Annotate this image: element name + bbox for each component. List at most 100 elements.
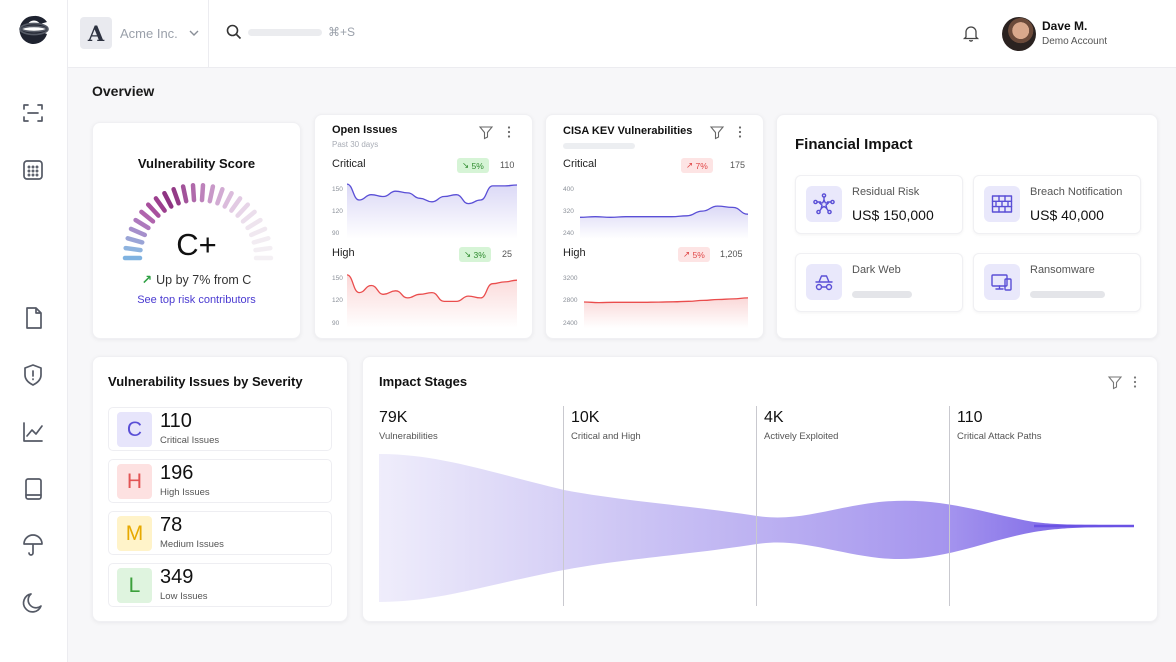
gauge-tick — [128, 226, 148, 238]
gauge-tick — [139, 209, 156, 224]
score-gauge — [122, 182, 274, 261]
filter-icon[interactable] — [478, 124, 494, 140]
severity-row-medium[interactable]: M 78 Medium Issues — [108, 511, 332, 555]
high-change-badge: ↗ 5% — [678, 247, 710, 262]
severity-letter: H — [117, 464, 152, 499]
avatar[interactable] — [1002, 17, 1036, 51]
bell-icon[interactable] — [962, 24, 980, 42]
sparkline-area — [580, 206, 748, 239]
gauge-tick — [153, 196, 167, 213]
gauge-tick — [190, 182, 197, 203]
severity-count: 196 — [160, 462, 194, 484]
high-row-label: High — [332, 247, 355, 259]
critical-count: 175 — [730, 160, 746, 170]
filter-icon[interactable] — [709, 124, 725, 140]
tile-label: Ransomware — [1030, 264, 1095, 276]
stage-divider — [756, 406, 757, 606]
severity-letter: M — [117, 516, 152, 551]
more-vertical-icon[interactable] — [732, 124, 748, 140]
tick-label: 150 — [332, 186, 343, 193]
severity-row-critical[interactable]: C 110 Critical Issues — [108, 407, 332, 451]
user-role: Demo Account — [1042, 36, 1108, 47]
ransomware-tile[interactable]: Ransomware — [973, 253, 1141, 312]
gauge-tick — [171, 186, 181, 206]
tile-label: Residual Risk — [852, 186, 920, 198]
umbrella-icon[interactable] — [20, 533, 46, 559]
brick-wall-icon — [984, 186, 1020, 222]
org-name: Acme Inc. — [120, 25, 178, 41]
stage-value: 110 — [957, 409, 983, 426]
high-count: 1,205 — [720, 249, 743, 259]
tick-label: 3200 — [563, 275, 578, 282]
top-risk-contributors-link[interactable]: See top risk contributors — [137, 294, 256, 306]
high-row-label: High — [563, 247, 586, 259]
trend-down-icon: ↘ — [464, 249, 474, 259]
tick-label: 400 — [563, 186, 574, 193]
stage-value: 4K — [764, 409, 784, 426]
tick-label: 120 — [332, 297, 343, 304]
search-box[interactable]: ⌘+S — [226, 24, 355, 40]
open-issues-title: Open Issues — [332, 124, 398, 136]
gauge-tick — [123, 245, 143, 253]
tile-value-placeholder — [1030, 291, 1105, 298]
sparkline-area — [347, 274, 517, 328]
severity-title: Vulnerability Issues by Severity — [108, 374, 303, 389]
cisa-kev-card: CISA KEV Vulnerabilities Critical ↗ 7% 1… — [545, 114, 764, 339]
stage-divider — [563, 406, 564, 606]
severity-label: Low Issues — [160, 591, 208, 602]
book-icon[interactable] — [20, 476, 46, 502]
stage-label: Vulnerabilities — [379, 431, 438, 442]
shield-alert-icon[interactable] — [20, 362, 46, 388]
filter-icon[interactable] — [1107, 374, 1123, 390]
line-chart-icon[interactable] — [20, 419, 46, 445]
severity-row-high[interactable]: H 196 High Issues — [108, 459, 332, 503]
stage-value: 79K — [379, 409, 408, 426]
severity-count: 110 — [160, 410, 192, 432]
severity-count: 349 — [160, 566, 194, 588]
gauge-tick — [248, 226, 268, 238]
score-title: Vulnerability Score — [137, 156, 256, 171]
severity-count: 78 — [160, 514, 183, 536]
breach-notification-tile[interactable]: Breach Notification US$ 40,000 — [973, 175, 1141, 234]
residual-risk-tile[interactable]: Residual Risk US$ 150,000 — [795, 175, 963, 234]
tick-label: 150 — [332, 275, 343, 282]
badge-value: 5% — [471, 160, 484, 171]
severity-row-low[interactable]: L 349 Low Issues — [108, 563, 332, 607]
user-name: Dave M. — [1042, 19, 1088, 33]
gauge-tick — [215, 186, 225, 206]
gauge-tick — [162, 190, 174, 209]
org-logo: A — [80, 17, 112, 49]
dark-mode-moon-icon[interactable] — [20, 590, 46, 616]
network-star-icon — [806, 186, 842, 222]
more-vertical-icon[interactable] — [501, 124, 517, 140]
org-switcher[interactable]: A Acme Inc. — [80, 17, 200, 49]
badge-value: 7% — [695, 160, 708, 171]
severity-label: Medium Issues — [160, 539, 224, 550]
devices-icon — [984, 264, 1020, 300]
vulnerability-score-card: Vulnerability Score C+ ↗ Up by 7% from C … — [92, 122, 301, 339]
tick-label: 2400 — [563, 320, 578, 327]
search-input[interactable] — [248, 28, 322, 36]
impact-stages-title: Impact Stages — [379, 374, 468, 389]
tick-label: 2800 — [563, 297, 578, 304]
high-change-badge: ↘ 3% — [459, 247, 491, 262]
trend-up-icon: ↗ — [686, 160, 696, 170]
badge-value: 5% — [692, 249, 705, 260]
app-logo-icon[interactable] — [18, 14, 50, 46]
stage-label: Critical Attack Paths — [957, 431, 1042, 442]
high-count: 25 — [502, 249, 513, 259]
gauge-tick — [235, 202, 251, 218]
document-icon[interactable] — [20, 305, 46, 331]
critical-count: 110 — [500, 160, 515, 170]
gauge-tick — [207, 184, 216, 204]
dark-web-tile[interactable]: Dark Web — [795, 253, 963, 312]
top-bar: A Acme Inc. ⌘+S Dave M. Demo Account — [68, 0, 1176, 68]
gauge-tick — [229, 196, 243, 213]
calendar-grid-icon[interactable] — [20, 157, 46, 183]
scan-icon[interactable] — [20, 100, 46, 126]
more-vertical-icon[interactable] — [1127, 374, 1143, 390]
gauge-tick — [240, 209, 257, 224]
score-trend-text: Up by 7% from C — [156, 273, 252, 287]
severity-card: Vulnerability Issues by Severity C 110 C… — [92, 356, 348, 622]
sparkline-line — [580, 205, 748, 218]
